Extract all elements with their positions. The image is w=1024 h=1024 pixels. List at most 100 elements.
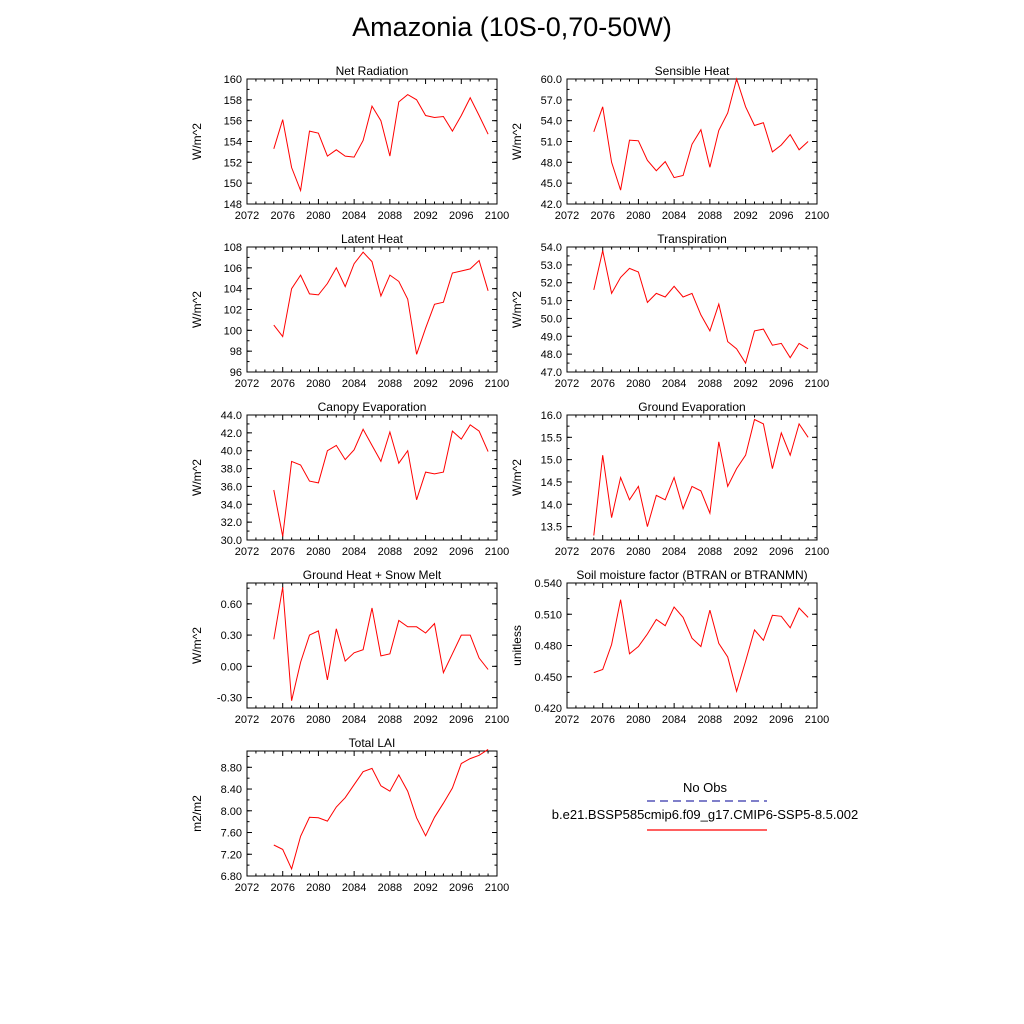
panel-title: Soil moisture factor (BTRAN or BTRANMN) <box>576 568 807 582</box>
y-tick-label: 48.0 <box>541 157 562 169</box>
x-tick-label: 2080 <box>306 882 330 894</box>
x-tick-label: 2100 <box>485 714 509 726</box>
x-tick-label: 2084 <box>342 210 366 222</box>
y-tick-label: 108 <box>224 242 242 254</box>
x-tick-label: 2072 <box>235 714 259 726</box>
x-tick-label: 2088 <box>698 210 722 222</box>
y-tick-label: 154 <box>224 137 242 149</box>
y-axis-label: W/m^2 <box>190 291 204 328</box>
x-tick-label: 2100 <box>805 378 829 390</box>
x-tick-label: 2096 <box>449 546 473 558</box>
y-tick-label: 14.0 <box>541 499 562 511</box>
x-tick-label: 2088 <box>698 714 722 726</box>
x-tick-label: 2096 <box>449 210 473 222</box>
x-tick-label: 2084 <box>342 882 366 894</box>
x-tick-label: 2076 <box>270 546 294 558</box>
x-tick-label: 2096 <box>769 546 793 558</box>
x-tick-label: 2076 <box>590 210 614 222</box>
x-tick-label: 2072 <box>235 546 259 558</box>
y-tick-label: 0.480 <box>534 641 562 653</box>
x-tick-label: 2080 <box>626 378 650 390</box>
x-tick-label: 2096 <box>449 378 473 390</box>
y-tick-label: 0.30 <box>221 630 242 642</box>
x-tick-label: 2100 <box>485 546 509 558</box>
panel-title: Ground Heat + Snow Melt <box>303 568 442 582</box>
x-tick-label: 2076 <box>590 378 614 390</box>
y-tick-label: 38.0 <box>221 464 242 476</box>
chart-soil-moisture-factor: Soil moisture factor (BTRAN or BTRANMN) u… <box>510 568 829 726</box>
x-tick-label: 2076 <box>270 714 294 726</box>
x-tick-label: 2080 <box>306 210 330 222</box>
chart-canopy-evaporation: Canopy Evaporation W/m^2 2072 2076 2080 2084 2… <box>190 400 509 558</box>
y-tick-label: 148 <box>224 199 242 211</box>
y-tick-label: 0.450 <box>534 672 562 684</box>
x-tick-label: 2096 <box>449 714 473 726</box>
y-tick-label: 47.0 <box>541 367 562 379</box>
figure-title: Amazonia (10S-0,70-50W) <box>352 12 672 42</box>
x-tick-label: 2096 <box>769 378 793 390</box>
y-tick-label: 7.20 <box>221 849 242 861</box>
x-tick-label: 2088 <box>378 546 402 558</box>
x-tick-label: 2100 <box>485 210 509 222</box>
chart-total-lai: Total LAI m2/m2 2072 2076 2080 2084 2088 2092 20… <box>190 736 509 894</box>
panel-title: Sensible Heat <box>655 64 730 78</box>
y-tick-label: 60.0 <box>541 74 562 86</box>
series-line-latent-heat <box>273 251 489 355</box>
y-tick-label: 30.0 <box>221 535 242 547</box>
series-line-transpiration <box>593 250 809 365</box>
x-tick-label: 2072 <box>235 882 259 894</box>
plot-frame <box>566 582 818 709</box>
series-line-canopy-evaporation <box>273 424 489 537</box>
chart-net-radiation: Net Radiation W/m^2 2072 2076 2080 2084 2088 20… <box>190 64 509 222</box>
y-tick-label: 32.0 <box>221 517 242 529</box>
legend: No Obs b.e21.BSSP585cmip6.f09_g17.CMIP6-… <box>552 780 858 831</box>
x-tick-label: 2092 <box>733 546 757 558</box>
x-tick-label: 2096 <box>769 210 793 222</box>
x-tick-label: 2088 <box>698 378 722 390</box>
y-tick-label: 0.60 <box>221 599 242 611</box>
x-tick-label: 2092 <box>413 378 437 390</box>
chart-ground-evaporation: Ground Evaporation W/m^2 2072 2076 2080 2084 2… <box>510 400 829 558</box>
x-tick-label: 2100 <box>805 546 829 558</box>
y-tick-label: 49.0 <box>541 331 562 343</box>
panel-title: Net Radiation <box>336 64 409 78</box>
y-tick-label: 14.5 <box>541 477 562 489</box>
y-tick-label: 42.0 <box>221 428 242 440</box>
y-tick-label: -0.30 <box>217 693 242 705</box>
x-tick-label: 2088 <box>378 210 402 222</box>
y-tick-label: 150 <box>224 178 242 190</box>
y-axis-label: W/m^2 <box>190 627 204 664</box>
x-tick-label: 2088 <box>698 546 722 558</box>
plot-frame <box>246 582 498 709</box>
x-tick-label: 2088 <box>378 882 402 894</box>
y-tick-label: 0.420 <box>534 703 562 715</box>
plot-frame <box>566 246 818 373</box>
panel-title: Total LAI <box>349 736 396 750</box>
legend-label-obs: No Obs <box>683 780 728 795</box>
y-tick-label: 54.0 <box>541 116 562 128</box>
x-tick-label: 2092 <box>413 882 437 894</box>
y-tick-label: 152 <box>224 157 242 169</box>
panel-title: Canopy Evaporation <box>318 400 427 414</box>
y-tick-label: 102 <box>224 305 242 317</box>
x-tick-label: 2084 <box>662 210 686 222</box>
y-tick-label: 98 <box>230 346 242 358</box>
y-tick-label: 51.0 <box>541 296 562 308</box>
y-tick-label: 8.00 <box>221 806 242 818</box>
x-tick-label: 2100 <box>805 210 829 222</box>
chart-transpiration: Transpiration W/m^2 2072 2076 2080 2084 2088 20… <box>510 232 829 390</box>
x-tick-label: 2076 <box>270 378 294 390</box>
y-tick-label: 0.540 <box>534 578 562 590</box>
x-tick-label: 2080 <box>626 546 650 558</box>
x-tick-label: 2080 <box>626 714 650 726</box>
y-tick-label: 51.0 <box>541 137 562 149</box>
y-tick-label: 104 <box>224 284 242 296</box>
y-tick-label: 0.510 <box>534 609 562 621</box>
y-axis-label: W/m^2 <box>510 291 524 328</box>
panel-title: Latent Heat <box>341 232 404 246</box>
x-tick-label: 2072 <box>235 210 259 222</box>
x-tick-label: 2092 <box>413 210 437 222</box>
y-axis-label: W/m^2 <box>190 459 204 496</box>
x-tick-label: 2096 <box>769 714 793 726</box>
y-tick-label: 54.0 <box>541 242 562 254</box>
